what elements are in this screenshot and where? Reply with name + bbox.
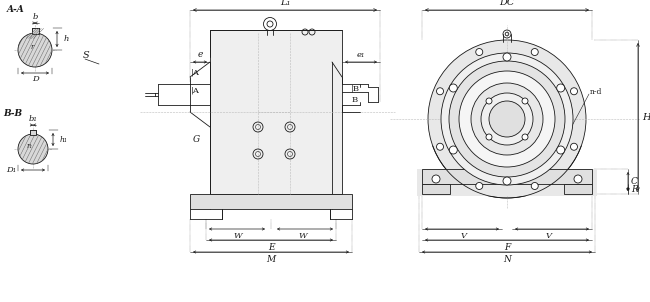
Text: D₁: D₁ <box>6 166 16 174</box>
Text: H: H <box>642 113 650 121</box>
Circle shape <box>437 88 443 95</box>
Circle shape <box>574 175 582 183</box>
Circle shape <box>428 40 586 198</box>
Circle shape <box>449 146 458 154</box>
Circle shape <box>441 53 573 185</box>
Text: h₁: h₁ <box>60 136 68 143</box>
Text: e₁: e₁ <box>357 51 365 59</box>
Text: |B: |B <box>350 85 359 93</box>
Text: b: b <box>32 13 38 21</box>
Bar <box>30 130 36 134</box>
Text: G: G <box>192 136 200 144</box>
Text: R: R <box>631 185 638 194</box>
Bar <box>417 169 597 196</box>
Text: W: W <box>299 232 307 240</box>
Bar <box>422 184 450 194</box>
Circle shape <box>486 98 492 104</box>
Text: A-A: A-A <box>7 5 25 14</box>
Circle shape <box>522 98 528 104</box>
Circle shape <box>556 146 565 154</box>
Bar <box>422 169 592 184</box>
Bar <box>422 184 450 194</box>
Bar <box>210 30 342 194</box>
Text: DC: DC <box>499 0 515 7</box>
Circle shape <box>556 84 565 92</box>
Bar <box>564 184 592 194</box>
Text: W: W <box>234 232 242 240</box>
Circle shape <box>489 101 525 137</box>
Circle shape <box>486 134 492 140</box>
Bar <box>564 184 592 194</box>
Text: n-d: n-d <box>590 88 603 96</box>
Text: B-B: B-B <box>3 109 22 118</box>
Circle shape <box>503 177 511 185</box>
Circle shape <box>503 53 511 61</box>
Text: C: C <box>631 177 638 186</box>
Text: h: h <box>64 35 70 43</box>
Circle shape <box>449 61 565 177</box>
Circle shape <box>471 83 543 155</box>
Circle shape <box>476 182 483 189</box>
Circle shape <box>432 175 440 183</box>
Circle shape <box>531 182 538 189</box>
Text: |A: |A <box>190 69 200 77</box>
Text: V: V <box>461 232 467 240</box>
Bar <box>422 169 592 184</box>
Text: |A: |A <box>190 86 200 94</box>
Text: B: B <box>352 96 358 104</box>
Circle shape <box>449 84 458 92</box>
Bar <box>190 194 352 209</box>
Text: N: N <box>503 255 511 264</box>
Text: D: D <box>32 75 38 83</box>
Text: L₁: L₁ <box>280 0 290 7</box>
Circle shape <box>522 134 528 140</box>
Text: e: e <box>198 50 203 59</box>
Circle shape <box>571 143 577 150</box>
Circle shape <box>18 134 48 164</box>
Circle shape <box>18 33 52 67</box>
Text: r: r <box>31 43 34 51</box>
Text: S: S <box>83 52 90 60</box>
Text: M: M <box>266 255 276 264</box>
Text: b₁: b₁ <box>29 115 38 123</box>
Circle shape <box>437 143 443 150</box>
Text: F: F <box>504 243 510 252</box>
Circle shape <box>531 49 538 56</box>
Text: E: E <box>268 243 274 252</box>
Circle shape <box>571 88 577 95</box>
Bar <box>31 28 38 34</box>
Text: r₁: r₁ <box>27 142 33 150</box>
Circle shape <box>476 49 483 56</box>
Circle shape <box>481 93 533 145</box>
Circle shape <box>459 71 555 167</box>
Text: V: V <box>546 232 552 240</box>
